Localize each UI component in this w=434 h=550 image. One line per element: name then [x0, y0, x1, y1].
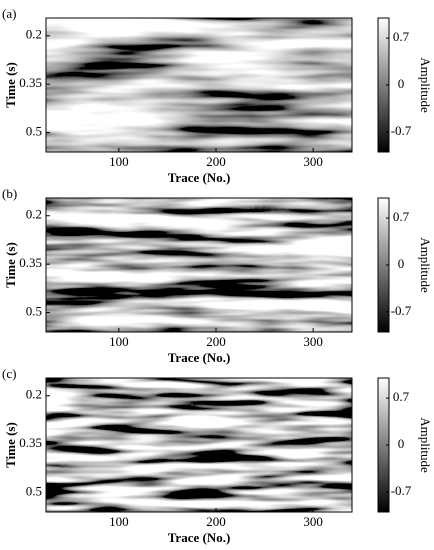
axes-frame — [45, 377, 353, 513]
colorbar-tick-label: -0.7 — [391, 483, 412, 498]
colorbar-tick-label: 0 — [398, 436, 405, 451]
panel: 100 200 300 0.2 0.35 0.5 Trace (No.) Time (s) (b… — [2, 186, 433, 365]
x-tick-label: 100 — [109, 514, 129, 529]
x-tick-label: 300 — [303, 154, 323, 169]
colorbar-tick-label: 0 — [398, 76, 405, 91]
y-axis-label: Time (s) — [3, 62, 18, 108]
panel: 100 200 300 0.2 0.35 0.5 Trace (No.) Time (s) (c… — [2, 366, 433, 545]
seismic-image — [46, 18, 352, 152]
panel-label: (b) — [2, 186, 17, 201]
axes-frame — [45, 17, 353, 153]
x-axis-label: Trace (No.) — [168, 530, 231, 545]
x-tick-label: 100 — [109, 154, 129, 169]
seismic-image — [46, 198, 352, 332]
y-axis-label: Time (s) — [3, 242, 18, 288]
colorbar-label: Amplitude — [418, 57, 433, 113]
colorbar-tick-label: 0.7 — [393, 29, 410, 44]
x-tick-label: 200 — [206, 514, 226, 529]
y-tick-label: 0.5 — [26, 304, 42, 319]
x-axis-label: Trace (No.) — [168, 350, 231, 365]
y-tick-label: 0.2 — [26, 207, 42, 222]
colorbar-tick-label: 0.7 — [393, 389, 410, 404]
seismic-image — [46, 378, 352, 512]
colorbar-tick-label: -0.7 — [391, 123, 412, 138]
colorbar-label: Amplitude — [418, 417, 433, 473]
colorbar-label: Amplitude — [418, 237, 433, 293]
y-tick-label: 0.2 — [26, 387, 42, 402]
x-tick-label: 100 — [109, 334, 129, 349]
colorbar-tick-label: -0.7 — [391, 303, 412, 318]
colorbar-tick-label: 0.7 — [393, 209, 410, 224]
y-tick-label: 0.35 — [19, 255, 42, 270]
panel-label: (a) — [2, 6, 16, 21]
y-tick-label: 0.5 — [26, 124, 42, 139]
colorbar-tick-label: 0 — [398, 256, 405, 271]
y-tick-label: 0.2 — [26, 27, 42, 42]
y-tick-label: 0.35 — [19, 75, 42, 90]
panel: 100 200 300 0.2 0.35 0.5 Trace (No.) Time (s) (a… — [2, 6, 433, 185]
y-tick-label: 0.35 — [19, 435, 42, 450]
panel-label: (c) — [2, 366, 16, 381]
x-tick-label: 300 — [303, 514, 323, 529]
y-axis-label: Time (s) — [3, 422, 18, 468]
x-axis-label: Trace (No.) — [168, 170, 231, 185]
axes-frame — [45, 197, 353, 333]
x-tick-label: 300 — [303, 334, 323, 349]
y-tick-label: 0.5 — [26, 484, 42, 499]
x-tick-label: 200 — [206, 154, 226, 169]
x-tick-label: 200 — [206, 334, 226, 349]
